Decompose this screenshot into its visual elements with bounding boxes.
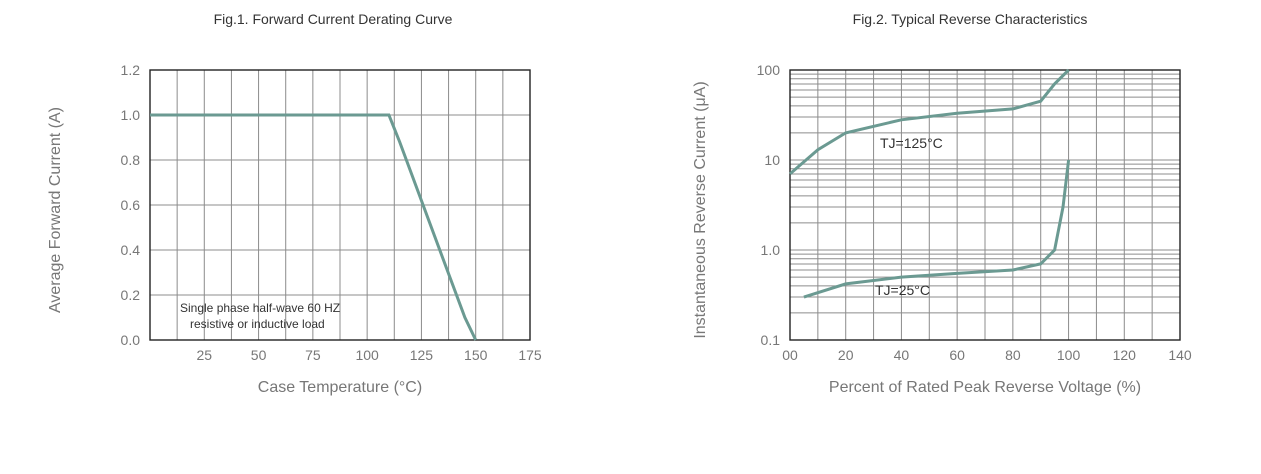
chart-2-y-ticks: 0.1 1.0 10 100 — [757, 62, 781, 348]
chart-1-x-ticks: 25 50 75 100 125 150 175 — [196, 347, 541, 363]
chart-2-x-tick-label: 140 — [1168, 347, 1192, 363]
chart-1-derating-curve — [150, 113, 478, 341]
chart-2-title: Fig.2. Typical Reverse Characteristics — [853, 11, 1088, 27]
chart-1-grid — [150, 69, 530, 341]
chart-2-plot-frame — [789, 69, 1181, 341]
chart-2-y-tick-label: 0.1 — [761, 332, 781, 348]
chart-1-x-tick-label: 50 — [251, 347, 267, 363]
chart-1-y-tick-label: 0.2 — [121, 287, 141, 303]
chart-1-annotation-line-1: Single phase half-wave 60 HZ — [180, 301, 340, 315]
chart-2-x-tick-label: 80 — [1005, 347, 1021, 363]
chart-1-y-tick-label: 0.4 — [121, 242, 141, 258]
chart-1-x-tick-label: 150 — [464, 347, 488, 363]
chart-2-x-tick-label: 20 — [838, 347, 854, 363]
chart-2-series-tj-25 — [803, 159, 1071, 299]
chart-1-x-tick-label: 125 — [410, 347, 434, 363]
chart-2-x-tick-label: 100 — [1057, 347, 1081, 363]
chart-2-x-tick-label: 40 — [894, 347, 910, 363]
chart-1-x-tick-label: 25 — [196, 347, 212, 363]
chart-1-y-tick-label: 0.0 — [121, 332, 141, 348]
chart-1-x-tick-label: 100 — [355, 347, 379, 363]
chart-1-x-tick-label: 175 — [518, 347, 542, 363]
chart-1-y-tick-label: 0.8 — [121, 152, 141, 168]
chart-2-x-ticks: 00 20 40 60 80 100 120 140 — [782, 347, 1192, 363]
chart-2: Fig.2. Typical Reverse Characteristics 0… — [692, 11, 1192, 396]
chart-2-series-label-tj-25: TJ=25°C — [875, 282, 930, 298]
chart-2-x-tick-label: 120 — [1113, 347, 1137, 363]
chart-1-x-axis-label: Case Temperature (°C) — [258, 379, 422, 396]
chart-2-series-tj-125 — [789, 68, 1070, 176]
chart-1-y-tick-label: 1.2 — [121, 62, 141, 78]
chart-2-y-tick-label: 1.0 — [761, 242, 781, 258]
chart-2-x-tick-label: 00 — [782, 347, 798, 363]
chart-1-title: Fig.1. Forward Current Derating Curve — [214, 11, 453, 27]
chart-1-y-tick-label: 1.0 — [121, 107, 141, 123]
chart-1-x-tick-label: 75 — [305, 347, 321, 363]
chart-1-annotation-line-2: resistive or inductive load — [190, 317, 325, 331]
chart-2-series-label-tj-125: TJ=125°C — [880, 135, 943, 151]
chart-2-y-tick-label: 100 — [757, 62, 781, 78]
chart-2-y-axis-label: Instantaneous Reverse Current (μA) — [692, 81, 709, 338]
chart-1-y-tick-label: 0.6 — [121, 197, 141, 213]
chart-2-y-tick-label: 10 — [764, 152, 780, 168]
chart-2-x-tick-label: 60 — [949, 347, 965, 363]
chart-1-y-axis-label: Average Forward Current (A) — [47, 107, 64, 313]
chart-2-x-axis-label: Percent of Rated Peak Reverse Voltage (%… — [829, 379, 1141, 396]
chart-1-y-ticks: 0.0 0.2 0.4 0.6 0.8 1.0 1.2 — [121, 62, 141, 348]
chart-1: Fig.1. Forward Current Derating Curve 0.… — [47, 11, 542, 396]
chart-1-plot-frame — [149, 69, 531, 341]
